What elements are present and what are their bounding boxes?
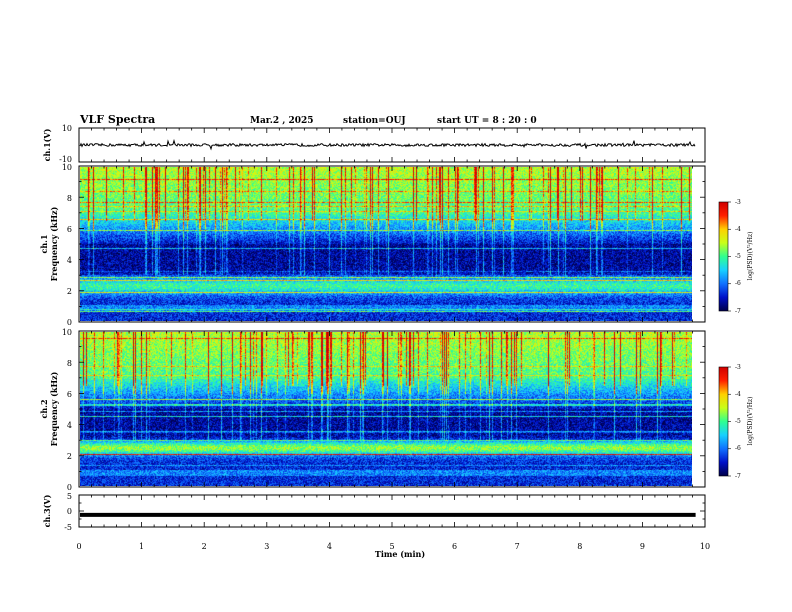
- ch1-ytick-2: 2: [67, 287, 72, 296]
- figure-title: VLF Spectra: [79, 113, 155, 126]
- ch3-waveform-panel: 5 0 -5 ch.3(V): [42, 492, 706, 532]
- ch2-ytick-2: 2: [67, 452, 72, 461]
- date-label: Mar.2 , 2025: [250, 116, 314, 126]
- ch2-ytick-0: 0: [67, 483, 72, 492]
- ch1-colorbar-tick-m3: -3: [735, 199, 741, 206]
- ch1-spectrogram-ticks: [78, 165, 706, 323]
- ch1-colorbar-label: log(PSD)(V²/Hz): [747, 232, 754, 281]
- ch2-spectrogram-ylabel-channel: ch.2: [39, 399, 49, 418]
- ch1-spectrogram-image: [80, 167, 692, 321]
- ch2-spectrogram-yticklabels: 0 2 4 6 8 10: [62, 328, 72, 492]
- x-tick-label: 8: [577, 542, 582, 551]
- ch1-waveform-ticks: [78, 128, 706, 162]
- ch2-colorbar-tick-m7: -7: [735, 473, 741, 480]
- station-label: station=OUJ: [343, 116, 406, 126]
- ch1-spectrogram-ylabel-channel: ch.1: [39, 234, 49, 253]
- x-tick-label: 3: [264, 542, 269, 551]
- ch1-spectrogram-panel: 0 2 4 6 8 10 ch.1 Frequency (kHz) -3 -4 …: [39, 163, 754, 327]
- start-time-label: start UT = 8 : 20 : 0: [437, 116, 537, 126]
- x-tick-label: 10: [700, 542, 710, 551]
- ch2-spectrogram-panel: 0 2 4 6 8 10 ch.2 Frequency (kHz) -3 -4 …: [39, 328, 754, 492]
- x-tick-label: 0: [76, 542, 81, 551]
- x-tick-label: 1: [139, 542, 144, 551]
- ch1-colorbar: [718, 201, 729, 312]
- ch2-ytick-6: 6: [67, 390, 72, 399]
- ch2-colorbar: [718, 366, 729, 477]
- x-tick-label: 6: [452, 542, 457, 551]
- ch2-colorbar-label: log(PSD)(V²/Hz): [747, 397, 754, 446]
- ch1-ytick-bottom: -10: [59, 155, 72, 164]
- ch1-colorbar-tick-m4: -4: [735, 226, 741, 233]
- ch2-spectrogram-ylabel-frequency: Frequency (kHz): [49, 371, 59, 446]
- ch1-waveform-ylabel: ch.1(V): [42, 128, 52, 161]
- ch1-ytick-8: 8: [67, 194, 72, 203]
- x-tick-label: 9: [640, 542, 645, 551]
- ch3-ytick-0: 0: [67, 507, 72, 516]
- x-tick-label: 5: [389, 542, 394, 551]
- ch1-colorbar-tick-m6: -6: [735, 280, 741, 287]
- ch3-ytick-5: 5: [67, 492, 72, 501]
- ch1-waveform-trace: [79, 138, 696, 151]
- ch2-ytick-8: 8: [67, 359, 72, 368]
- ch3-ytick-m5: -5: [64, 523, 72, 532]
- ch3-waveform-ylabel: ch.3(V): [42, 494, 52, 527]
- ch2-colorbar-tick-m5: -5: [735, 418, 741, 425]
- ch2-ytick-10: 10: [62, 328, 72, 337]
- ch3-waveform-frame: [78, 494, 706, 528]
- x-axis-label: Time (min): [375, 549, 425, 559]
- x-tick-label: 2: [202, 542, 207, 551]
- ch1-waveform-panel: 10 -10 ch.1(V): [42, 124, 706, 164]
- ch2-colorbar-ticks: [728, 366, 731, 477]
- x-tick-label: 7: [515, 542, 520, 551]
- ch1-spectrogram-yticklabels: 0 2 4 6 8 10: [62, 163, 72, 327]
- ch3-waveform-ticks: [78, 494, 706, 528]
- ch1-spectrogram-ylabel-frequency: Frequency (kHz): [49, 206, 59, 281]
- ch2-spectrogram-image: [80, 332, 692, 486]
- ch2-ytick-4: 4: [67, 421, 72, 430]
- ch1-ytick-4: 4: [67, 256, 72, 265]
- ch1-ytick-10: 10: [62, 163, 72, 172]
- ch2-colorbar-tick-m4: -4: [735, 391, 741, 398]
- ch2-colorbar-tick-m3: -3: [735, 364, 741, 371]
- ch1-ytick-0: 0: [67, 318, 72, 327]
- ch1-colorbar-ticks: [728, 201, 731, 312]
- ch2-spectrogram-ticks: [78, 330, 706, 488]
- x-axis-ticklabels: 0 1 2 3 4 5 6 7 8 9 10: [76, 542, 710, 551]
- ch2-colorbar-tick-m6: -6: [735, 445, 741, 452]
- ch1-colorbar-tick-m5: -5: [735, 253, 741, 260]
- x-tick-label: 4: [327, 542, 332, 551]
- ch1-ytick-6: 6: [67, 225, 72, 234]
- ch1-ytick-top: 10: [62, 124, 72, 133]
- ch1-colorbar-tick-m7: -7: [735, 308, 741, 315]
